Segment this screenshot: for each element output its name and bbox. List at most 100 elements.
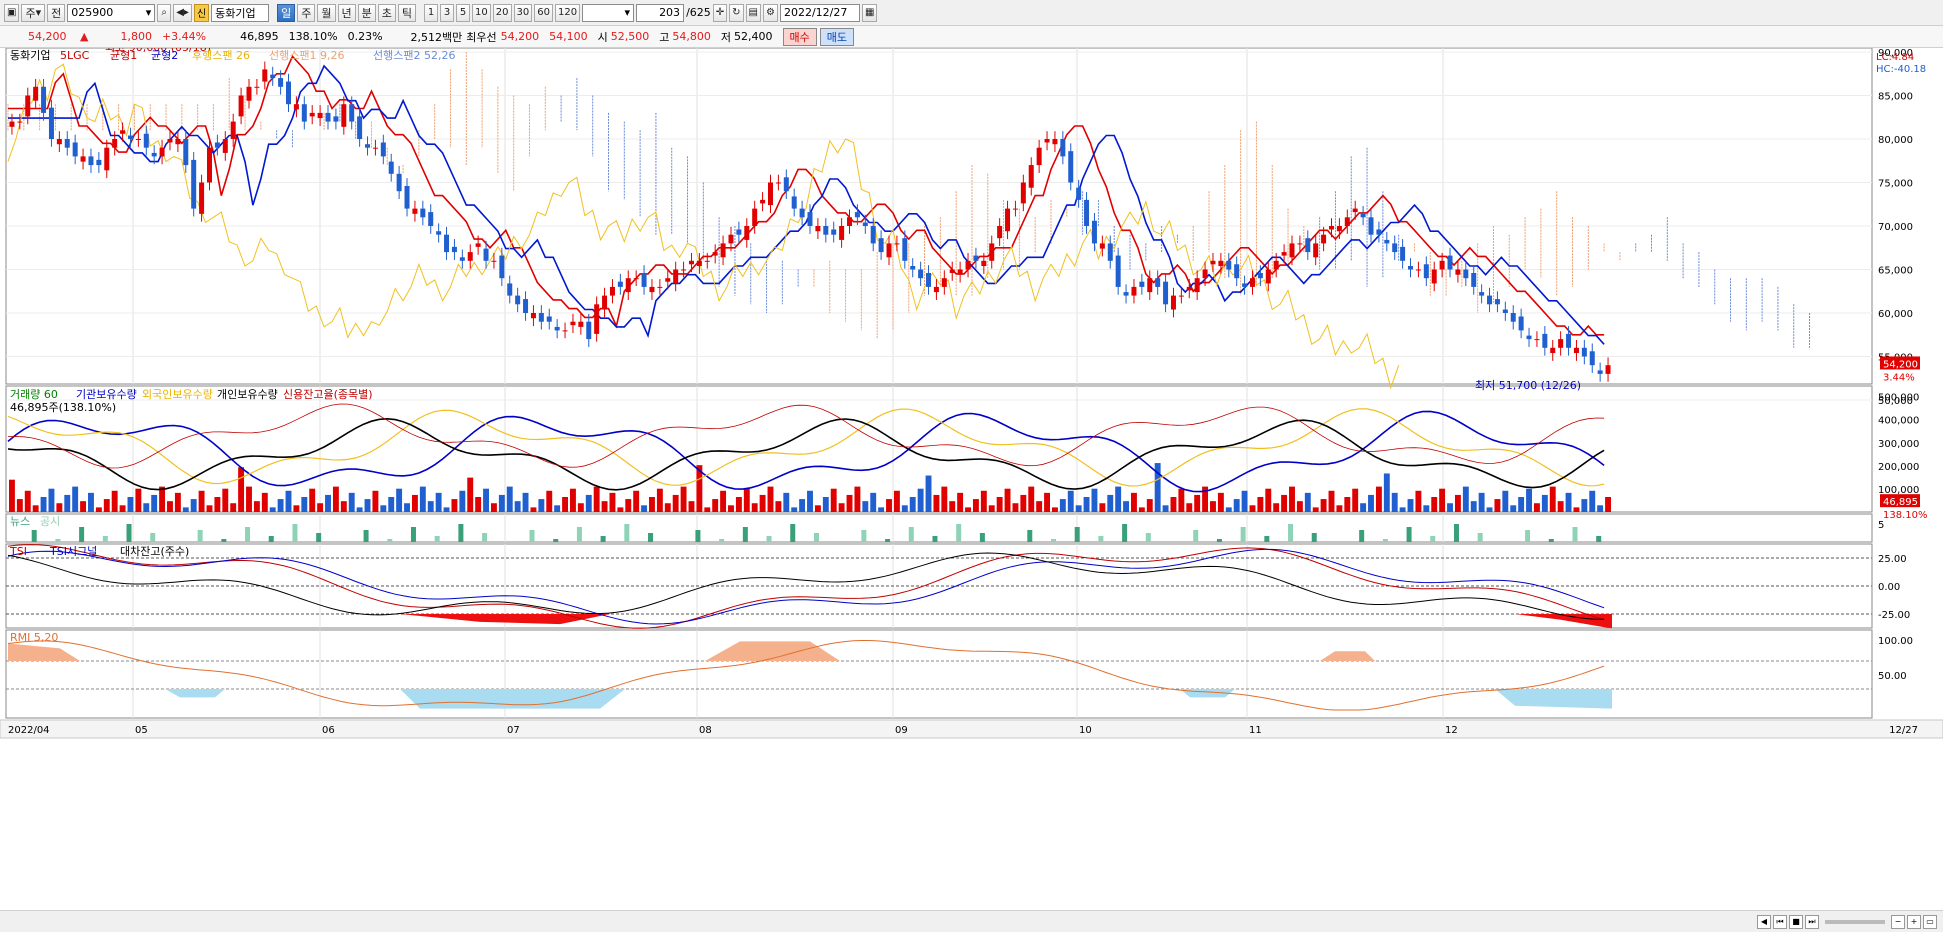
gear-icon[interactable]: ⚙: [763, 3, 778, 22]
num-1[interactable]: 1: [424, 3, 439, 22]
volume-bar: [427, 501, 434, 512]
candle-body: [325, 112, 331, 122]
zoom-in-icon[interactable]: +: [1907, 914, 1921, 929]
volume-bar: [182, 507, 189, 512]
candle-body: [981, 260, 987, 267]
volume-bar: [1067, 490, 1074, 512]
date-field[interactable]: 2022/12/27: [779, 3, 860, 22]
candle-body: [1344, 217, 1350, 226]
search-icon[interactable]: ⌕: [157, 3, 172, 22]
candle-body: [1550, 347, 1556, 354]
buy-button[interactable]: 매수: [782, 27, 817, 46]
zoom-out-icon[interactable]: −: [1891, 914, 1905, 929]
candle-body: [412, 208, 418, 214]
toolbar: ▣ 주 ▾ 전 025900 ▾ ⌕ ◀▸ 신 동화기업 일 주 월 년 분 초 틱…: [0, 0, 1943, 26]
interval-minute[interactable]: 분: [357, 3, 376, 22]
volume-bar: [538, 499, 545, 512]
num-30[interactable]: 30: [513, 3, 533, 22]
stock-code-input[interactable]: 025900 ▾: [67, 3, 156, 22]
candle-body: [854, 212, 860, 218]
candle-body: [673, 269, 679, 284]
news-bar: [316, 533, 322, 542]
market-select[interactable]: 전: [47, 3, 66, 22]
x-tick-label: 08: [699, 725, 712, 736]
volume-bar: [1289, 486, 1295, 512]
x-tick-label: 05: [135, 725, 148, 736]
fit-icon[interactable]: ▭: [1923, 914, 1937, 929]
scroll-start-icon[interactable]: ⏮: [1773, 914, 1787, 929]
volume-bar: [1518, 497, 1525, 512]
volume-legend-item: 신용잔고율(종목별): [283, 388, 373, 401]
x-tick-label: 10: [1079, 725, 1092, 736]
scroll-end-icon[interactable]: ⏭: [1805, 914, 1819, 929]
volume-bar: [775, 501, 782, 512]
sound-icon[interactable]: ◀▸: [173, 3, 192, 22]
candle-body: [989, 243, 995, 261]
period-select[interactable]: 주 ▾: [21, 3, 46, 22]
volume-bar: [1557, 501, 1564, 512]
volume-bar: [40, 497, 47, 512]
save-icon[interactable]: ▤: [745, 3, 761, 22]
interval-second[interactable]: 초: [377, 3, 396, 22]
volume-bar: [9, 479, 15, 512]
volume-last-value: 46,895: [1883, 497, 1918, 508]
window-icon[interactable]: ▣: [4, 3, 20, 22]
volume-bar: [174, 492, 181, 512]
volume-bar: [1510, 505, 1517, 512]
custom-num-input[interactable]: ▾: [582, 3, 635, 22]
refresh-icon[interactable]: ↻: [729, 3, 744, 22]
rmi-tick: 100.00: [1878, 636, 1913, 647]
num-10[interactable]: 10: [472, 3, 491, 22]
candle-body: [1068, 151, 1074, 183]
volume-bar: [704, 507, 711, 512]
count-field[interactable]: 203: [636, 3, 685, 22]
chart-svg[interactable]: 2022/04 05 06 07 08 09 10 11 12 12/27 90,000 85,000…: [0, 48, 1943, 910]
last-pct-text: 3.44%: [1883, 372, 1915, 383]
candle-body: [949, 269, 955, 273]
candle-body: [199, 182, 205, 214]
interval-year[interactable]: 년: [337, 3, 356, 22]
num-5[interactable]: 5: [456, 3, 471, 22]
num-20[interactable]: 20: [492, 3, 512, 22]
candle-body: [56, 139, 62, 145]
num-60[interactable]: 60: [534, 3, 553, 22]
chart-area[interactable]: 2022/04 05 06 07 08 09 10 11 12 12/27 90,000 85,000…: [0, 48, 1943, 914]
volume: 46,895: [240, 30, 279, 43]
volume-bar: [672, 494, 679, 512]
crosshair-icon[interactable]: ✛: [712, 3, 728, 22]
calendar-icon[interactable]: ▦: [861, 3, 878, 22]
volume-bar: [1036, 501, 1043, 512]
best-label: 최우선: [466, 30, 497, 44]
volume-bar: [372, 490, 379, 512]
candle-body: [933, 286, 939, 293]
interval-month[interactable]: 월: [317, 3, 336, 22]
last-price-text: 54,200: [1883, 359, 1918, 370]
candle-body: [1542, 333, 1548, 348]
candle-body: [1439, 260, 1445, 270]
scroll-left-icon[interactable]: ◀: [1757, 914, 1771, 929]
interval-day[interactable]: 일: [277, 3, 296, 22]
panel-frame-3: [5, 513, 1873, 543]
candle-body: [546, 316, 552, 322]
news-bar: [1122, 524, 1128, 542]
candle-body: [80, 156, 86, 162]
news-bar: [1264, 536, 1270, 542]
volume-bar: [965, 507, 971, 512]
volume-bar: [1265, 488, 1272, 512]
interval-tick[interactable]: 틱: [397, 3, 417, 22]
retail-holdings-line: [7, 417, 1605, 491]
volume-bar: [1083, 497, 1090, 512]
volume-bar: [72, 486, 79, 512]
num-120[interactable]: 120: [554, 3, 581, 22]
candle-body: [1139, 281, 1145, 287]
volume-bar: [1051, 507, 1058, 512]
volume-bar: [325, 494, 331, 512]
interval-week[interactable]: 주: [297, 3, 316, 22]
stop-icon[interactable]: ■: [1789, 914, 1803, 929]
news-bar: [1382, 539, 1388, 542]
zoom-slider[interactable]: [1825, 919, 1885, 924]
candle-body: [554, 326, 560, 331]
candle-body: [1526, 335, 1532, 340]
sell-button[interactable]: 매도: [819, 27, 855, 46]
num-3[interactable]: 3: [440, 3, 455, 22]
